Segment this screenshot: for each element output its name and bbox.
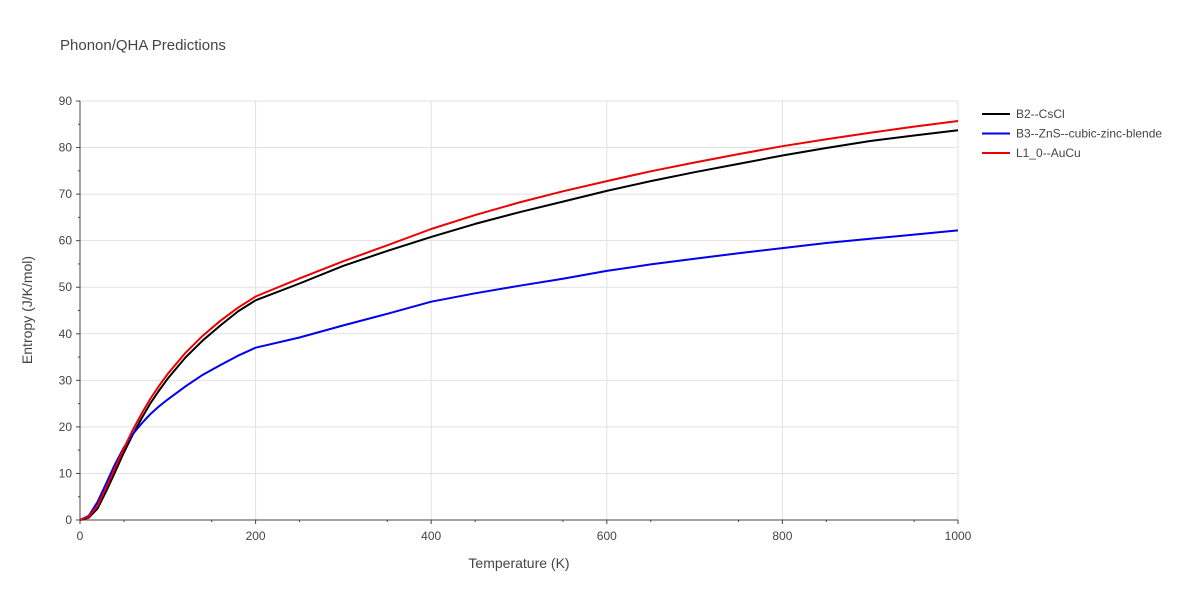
y-tick-label: 40 xyxy=(59,327,73,341)
grid xyxy=(79,100,959,521)
y-tick-label: 90 xyxy=(59,94,73,108)
legend-item-2[interactable]: L1_0--AuCu xyxy=(982,146,1081,160)
y-tick-label: 80 xyxy=(59,141,73,155)
y-tick-label: 70 xyxy=(59,187,73,201)
legend-label: L1_0--AuCu xyxy=(1016,146,1081,160)
x-tick-label: 1000 xyxy=(945,529,972,543)
series-line-1[interactable] xyxy=(79,229,959,521)
legend-item-0[interactable]: B2--CsCl xyxy=(982,107,1065,121)
legend-label: B2--CsCl xyxy=(1016,107,1065,121)
x-axis-label: Temperature (K) xyxy=(468,555,569,571)
legend-label: B3--ZnS--cubic-zinc-blende xyxy=(1016,127,1162,141)
legend-item-1[interactable]: B3--ZnS--cubic-zinc-blende xyxy=(982,127,1162,141)
y-tick-label: 50 xyxy=(59,280,73,294)
x-tick-label: 400 xyxy=(421,529,441,543)
y-axis-label: Entropy (J/K/mol) xyxy=(19,256,35,364)
x-tick-label: 800 xyxy=(772,529,792,543)
x-tick-label: 0 xyxy=(77,529,84,543)
series-line-0[interactable] xyxy=(79,129,959,521)
y-tick-label: 0 xyxy=(65,513,72,527)
y-tick-label: 20 xyxy=(59,420,73,434)
y-tick-label: 60 xyxy=(59,234,73,248)
axes: 0 10 20 30 40 50 60 70 80 90 0 200 400 600 800 1000 xyxy=(59,94,972,543)
series-lines xyxy=(79,120,959,521)
x-tick-label: 200 xyxy=(246,529,266,543)
legend[interactable]: B2--CsCl B3--ZnS--cubic-zinc-blende L1_0--… xyxy=(982,107,1162,160)
y-tick-label: 10 xyxy=(59,466,73,480)
y-tick-label: 30 xyxy=(59,373,73,387)
chart-title: Phonon/QHA Predictions xyxy=(60,37,226,54)
series-line-2[interactable] xyxy=(79,120,959,521)
x-tick-label: 600 xyxy=(597,529,617,543)
